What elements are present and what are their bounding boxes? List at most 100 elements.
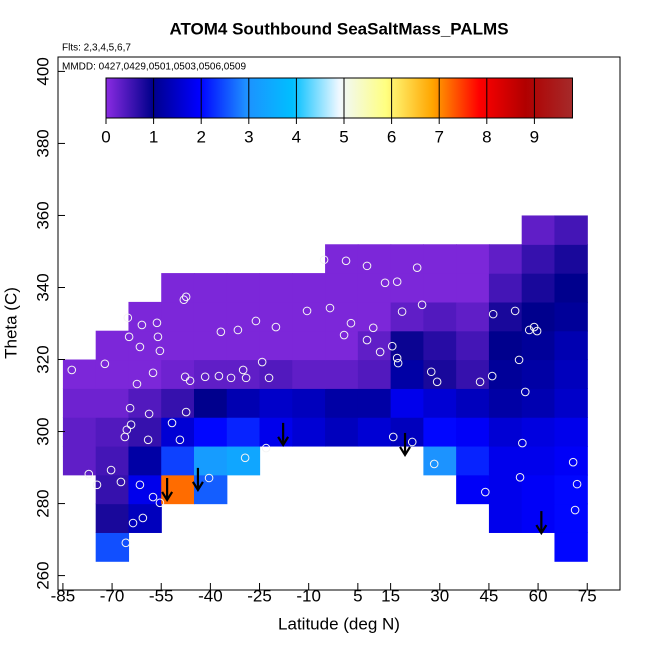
heat-cell	[357, 301, 392, 332]
sample-point	[417, 300, 427, 310]
sample-point	[233, 325, 243, 335]
sample-point	[143, 435, 153, 445]
heat-cell	[193, 273, 228, 303]
sample-point	[346, 318, 356, 328]
heat-cell	[292, 359, 326, 389]
sample-point	[319, 255, 329, 265]
x-tick-label: 5	[353, 586, 362, 605]
sample-point	[175, 435, 185, 445]
sample-point	[432, 377, 442, 387]
sample-point	[214, 371, 224, 381]
heat-cell	[390, 273, 424, 303]
heat-cell	[423, 273, 457, 303]
heat-cell	[193, 417, 228, 447]
colorbar-tick-label: 9	[530, 127, 539, 146]
sample-point	[148, 492, 158, 502]
heat-cell	[390, 388, 424, 418]
heat-cell	[456, 301, 490, 332]
x-tick-label: 45	[479, 586, 498, 605]
sample-point	[124, 332, 134, 342]
sample-point	[392, 277, 402, 287]
heat-cell	[226, 417, 261, 447]
arrow	[191, 467, 204, 492]
heat-cell	[128, 503, 162, 533]
sample-point	[179, 295, 189, 305]
sample-point	[67, 365, 77, 375]
heat-cell	[423, 301, 457, 332]
heat-cell	[357, 273, 392, 303]
heat-cell	[488, 503, 523, 533]
heat-cell	[456, 445, 490, 476]
arrow-head	[191, 481, 204, 492]
heat-cell	[554, 273, 588, 303]
sample-point	[100, 359, 110, 369]
sample-point	[238, 365, 248, 375]
heat-cell	[488, 273, 523, 303]
sample-point	[264, 373, 274, 383]
sample-point	[515, 472, 525, 482]
y-tick-label: 380	[33, 129, 52, 157]
colorbar-tick-label: 5	[339, 127, 348, 146]
colorbar-tick-label: 1	[149, 127, 158, 146]
y-tick-label: 300	[33, 417, 52, 445]
heat-cell	[161, 417, 195, 447]
sample-point	[393, 358, 403, 368]
sample-point	[368, 323, 378, 333]
heat-cell	[423, 388, 457, 418]
sample-point	[92, 480, 102, 490]
sample-point	[152, 318, 162, 328]
colorbar-tick-label: 4	[292, 127, 301, 146]
heat-cell	[193, 359, 228, 389]
heat-cell	[554, 359, 588, 389]
heat-cell	[62, 417, 97, 447]
sample-point	[84, 469, 94, 479]
x-tick-label: 60	[529, 586, 548, 605]
sample-point	[407, 437, 417, 447]
heat-cell	[259, 388, 293, 418]
colorbar-tick-label: 2	[196, 127, 205, 146]
sample-point	[388, 432, 398, 442]
heat-cell	[226, 330, 261, 361]
sample-point	[167, 418, 177, 428]
heat-cell	[554, 215, 588, 245]
heat-cell	[390, 359, 424, 389]
arrow-head	[399, 446, 411, 458]
sample-point	[514, 355, 524, 365]
x-tick-label: -85	[51, 586, 76, 605]
heat-cell	[62, 359, 97, 389]
sample-point	[487, 371, 497, 381]
sample-point	[257, 357, 267, 367]
sample-point	[302, 306, 312, 316]
heat-cell	[292, 273, 326, 303]
heat-cell	[390, 417, 424, 447]
heat-cell	[325, 359, 359, 389]
heat-cell	[423, 445, 457, 476]
heat-cell	[521, 417, 556, 447]
heat-cell	[161, 388, 195, 418]
y-axis-label: Theta (C)	[1, 287, 20, 359]
sample-point	[135, 342, 145, 352]
sample-point	[488, 309, 498, 319]
heat-cell	[554, 244, 588, 274]
heat-cell	[226, 388, 261, 418]
heat-cell	[554, 301, 588, 332]
heat-cell	[357, 330, 392, 361]
heat-cell	[292, 330, 326, 361]
sample-point	[518, 438, 527, 448]
heat-cell	[95, 474, 130, 505]
x-tick-label: -10	[296, 586, 321, 605]
heat-cell	[259, 273, 293, 303]
heat-cell	[456, 417, 490, 447]
x-tick-label: -25	[247, 586, 272, 605]
sample-point	[387, 341, 397, 351]
sample-point	[144, 409, 154, 419]
heat-cell	[521, 388, 556, 418]
sample-point	[216, 327, 226, 337]
heat-cell	[95, 330, 130, 361]
sample-point	[155, 498, 165, 508]
sample-point	[137, 320, 147, 330]
colorbar-tick-label: 8	[482, 127, 491, 146]
heat-cell	[357, 388, 392, 418]
sample-point	[362, 335, 372, 345]
